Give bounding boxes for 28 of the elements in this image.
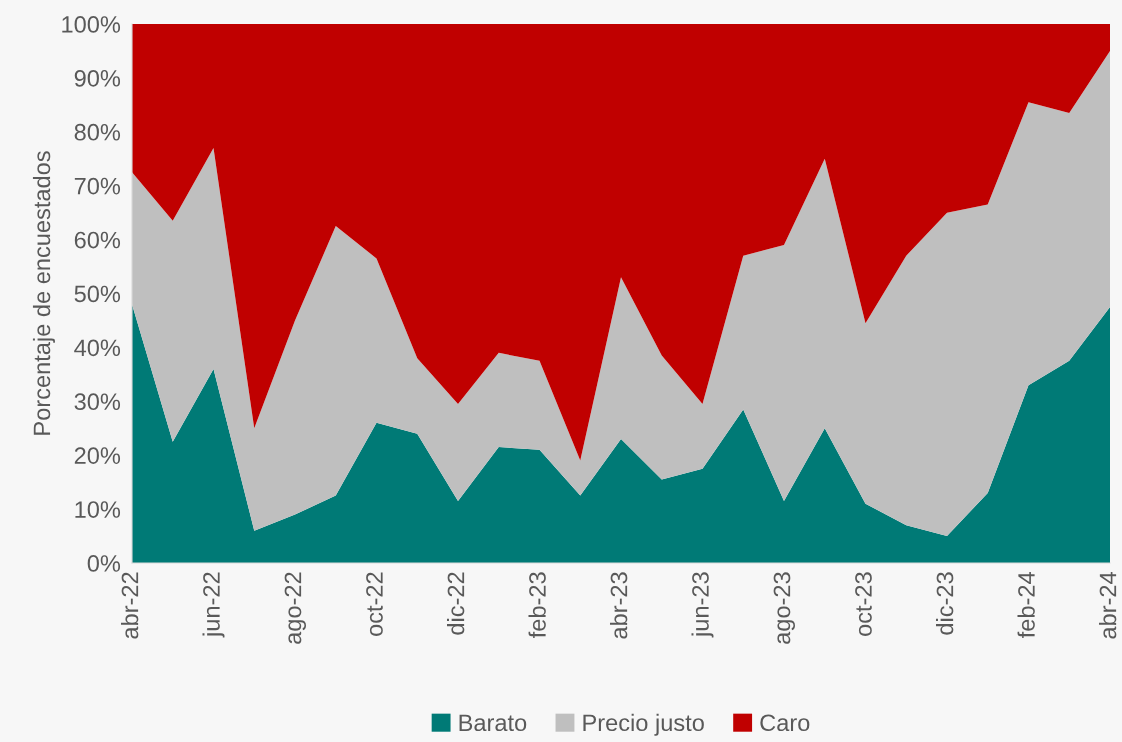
legend-label: Precio justo: [583, 713, 704, 736]
x-tick-label: abr-23: [609, 572, 628, 639]
legend-label: Caro: [760, 714, 810, 732]
y-tick-label: 100%: [62, 16, 121, 33]
x-tick-label: oct-23: [855, 572, 872, 636]
y-tick-label: 20%: [74, 447, 121, 464]
x-tick-label: ago-22: [284, 572, 306, 644]
y-tick-label: 40%: [74, 339, 121, 357]
x-tick-label: jun-22: [202, 572, 225, 638]
x-tick-label: dic-22: [446, 572, 465, 635]
x-tick-label: abr-24: [1098, 572, 1117, 639]
x-tick-label: feb-23: [528, 572, 546, 638]
y-tick-label: 60%: [74, 231, 121, 249]
x-tick-label: abr-22: [121, 572, 139, 639]
x-tick-label: feb-24: [1017, 572, 1035, 638]
legend-label: Barato: [459, 714, 527, 732]
x-tick-label: ago-23: [773, 572, 796, 644]
x-tick-label: oct-22: [366, 572, 383, 636]
y-tick-label: 90%: [74, 69, 121, 87]
y-tick-label: 50%: [74, 285, 121, 303]
y-tick-label: 70%: [74, 177, 121, 195]
y-tick-label: 0%: [87, 555, 121, 572]
x-tick-label: dic-23: [935, 572, 954, 635]
y-tick-label: 30%: [74, 393, 121, 411]
y-tick-label: 10%: [75, 501, 121, 518]
x-tick-label: jun-23: [691, 572, 714, 638]
y-axis-title: Porcentaje de encuestados: [32, 151, 55, 435]
y-tick-label: 80%: [74, 123, 121, 141]
